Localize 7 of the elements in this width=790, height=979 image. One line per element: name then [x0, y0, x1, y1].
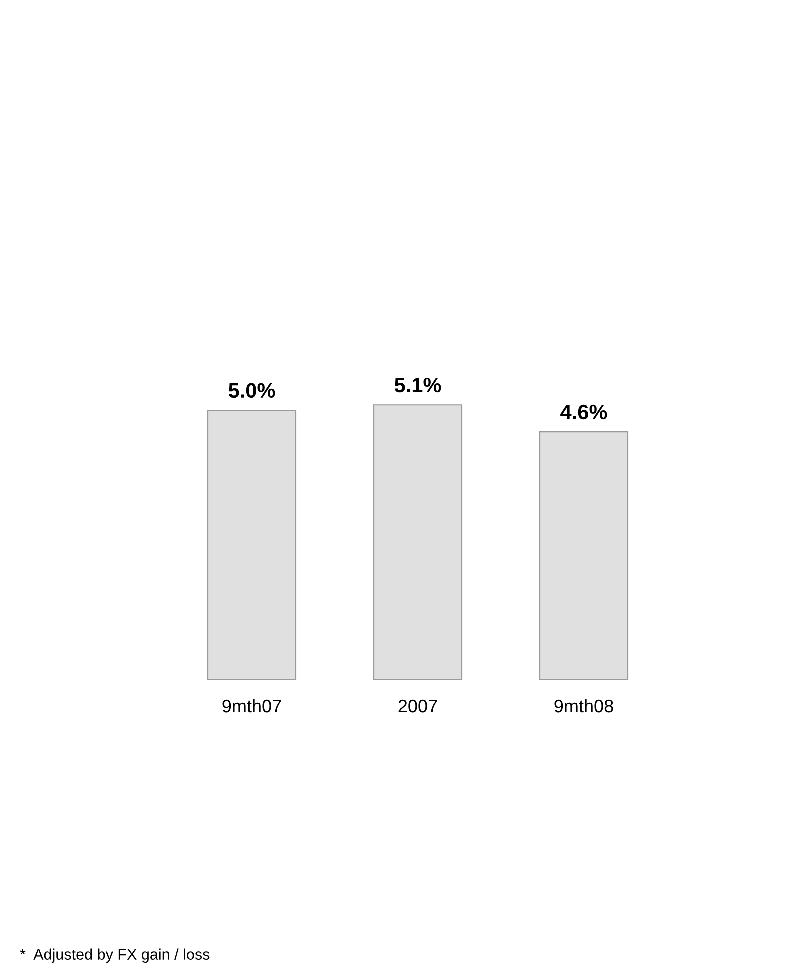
x-tick-label: 2007: [398, 700, 438, 713]
data-label: 4.6%: [560, 404, 608, 420]
data-label: 5.1%: [394, 378, 442, 393]
data-label: 5.0%: [228, 383, 276, 398]
x-tick-label: 9mth07: [222, 699, 282, 713]
x-tick-label: 9mth08: [554, 699, 614, 713]
text: * Adjusted by FX gain / loss: [20, 948, 210, 963]
